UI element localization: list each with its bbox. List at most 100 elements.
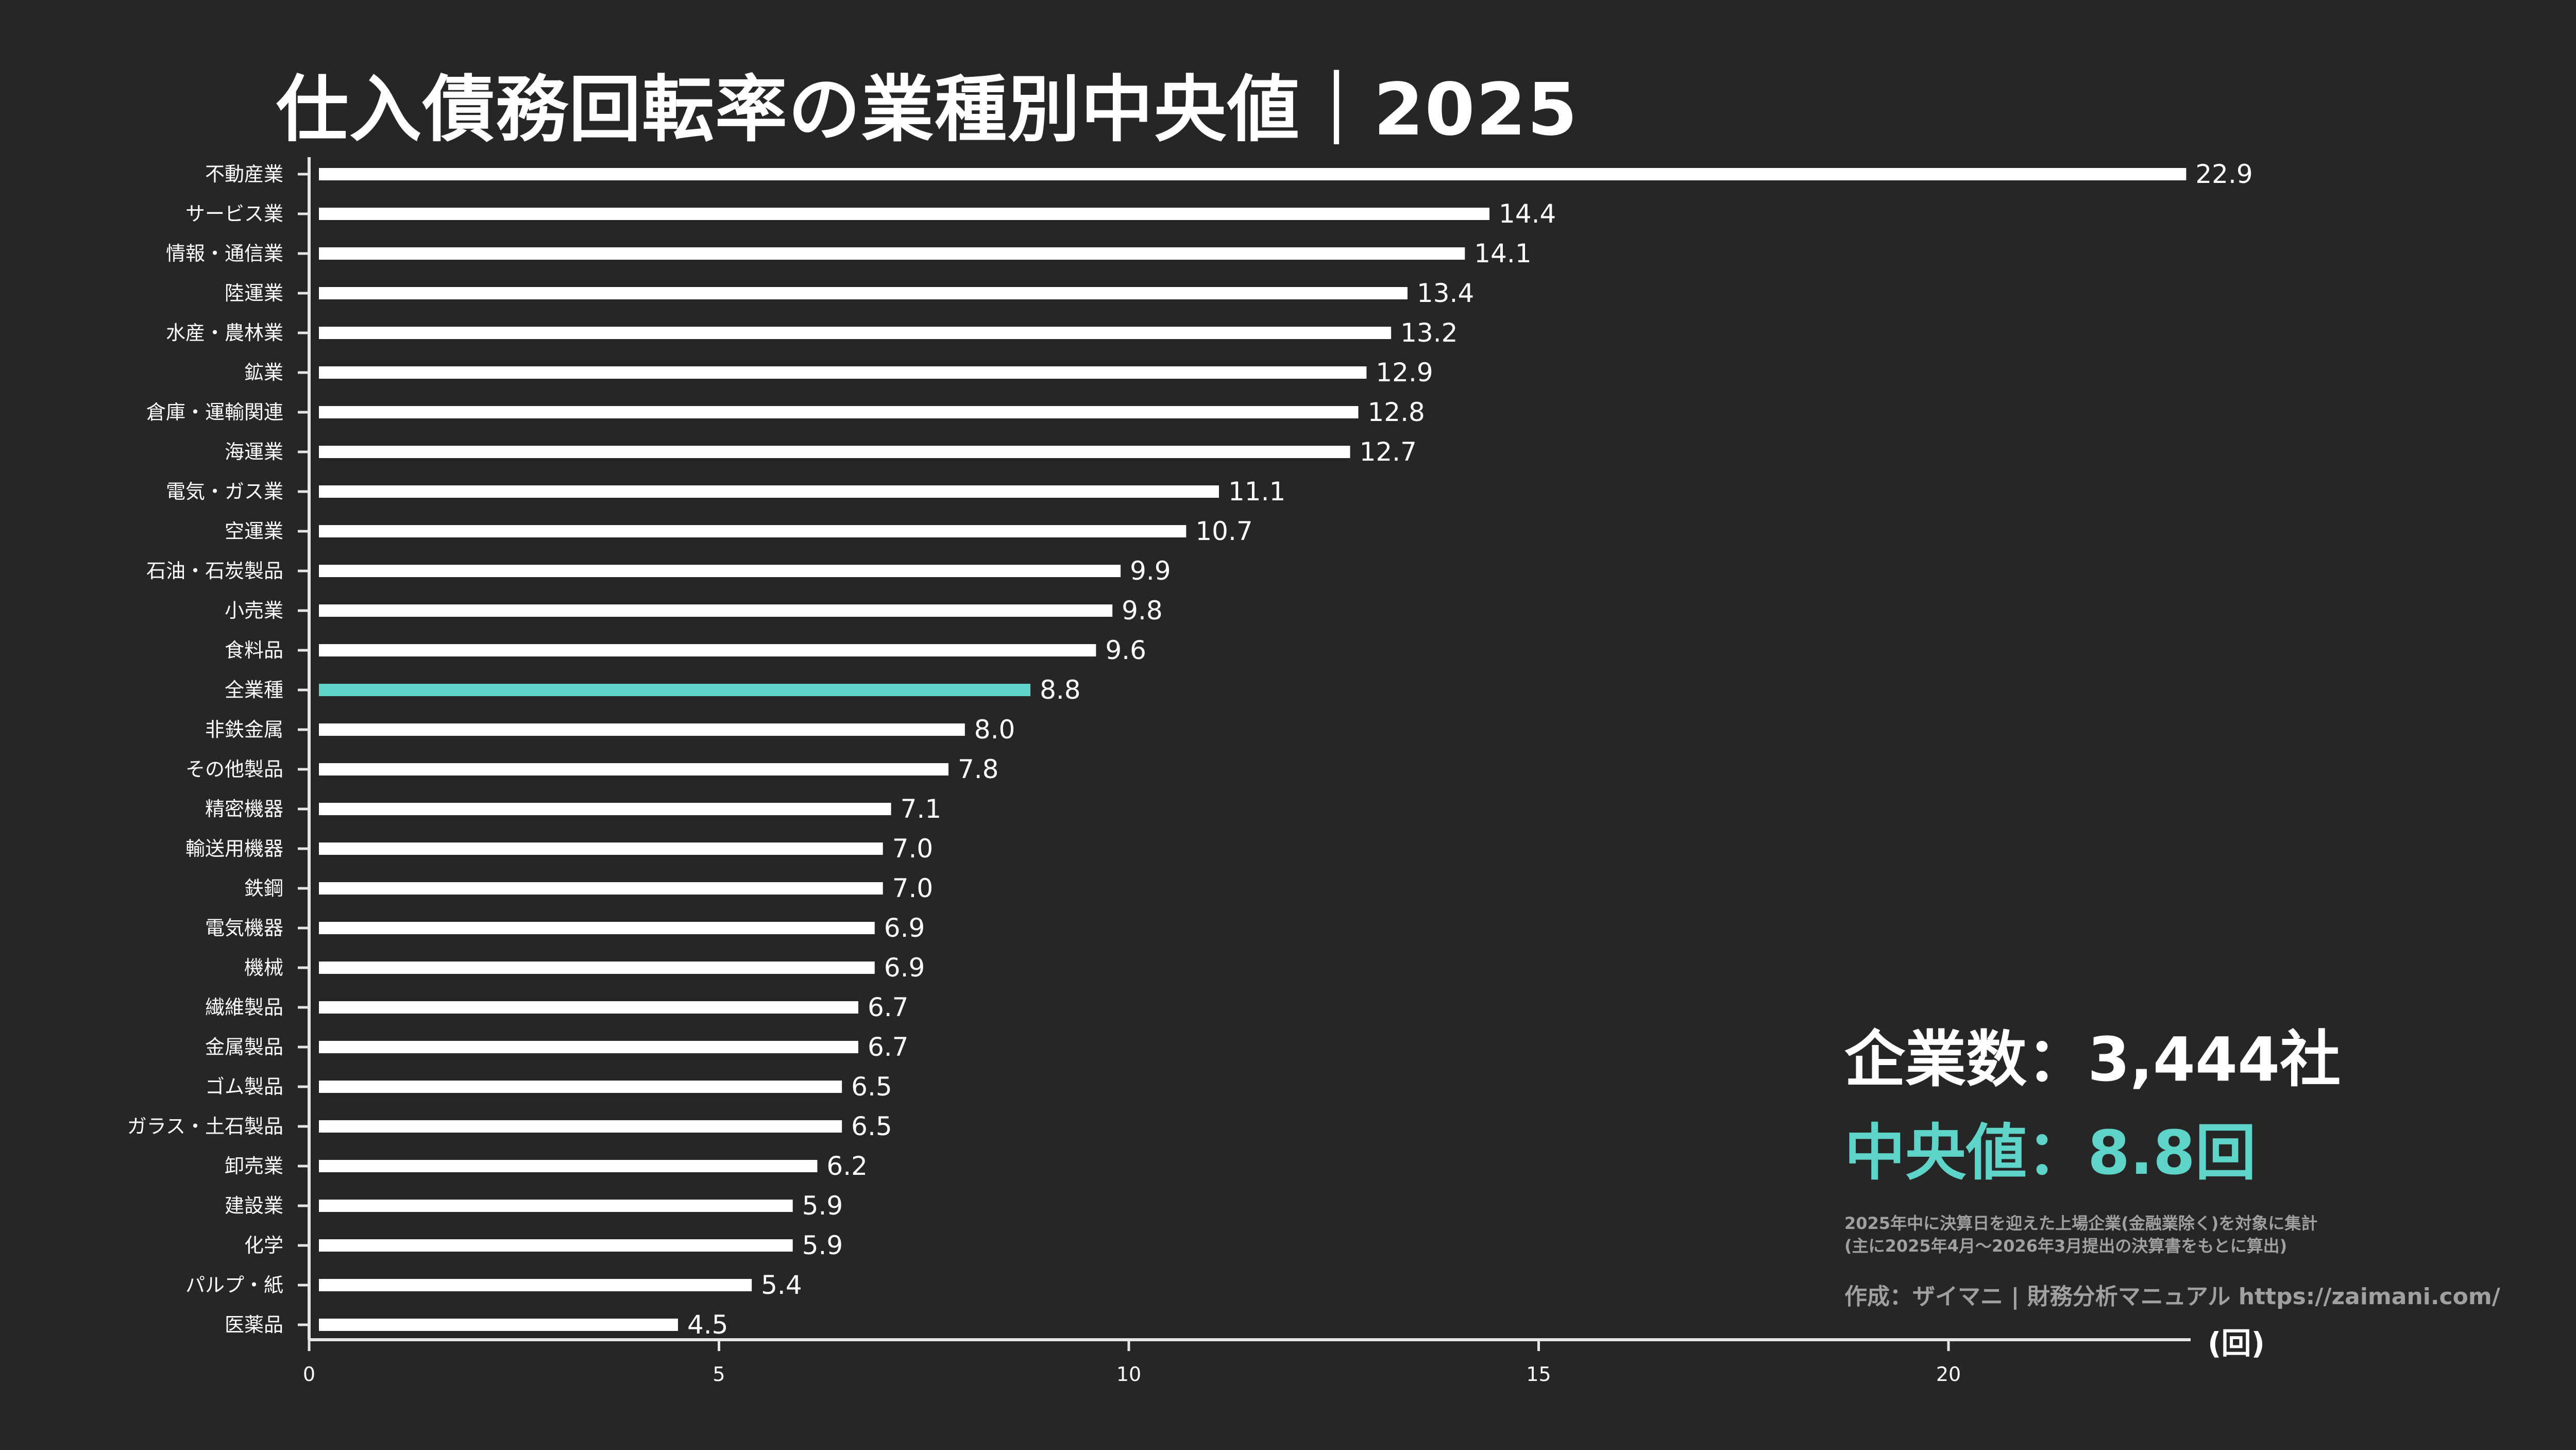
category-label: 化学 bbox=[244, 1234, 283, 1257]
category-label: パルプ・紙 bbox=[185, 1274, 283, 1296]
value-label: 13.2 bbox=[1400, 318, 1458, 348]
bar bbox=[319, 1160, 818, 1172]
value-label: 6.5 bbox=[851, 1072, 892, 1102]
bar bbox=[319, 1001, 858, 1014]
bar bbox=[319, 604, 1113, 617]
bar bbox=[319, 168, 2187, 180]
category-label: ゴム製品 bbox=[205, 1075, 283, 1098]
bar bbox=[319, 1200, 793, 1212]
x-tick-label: 10 bbox=[1116, 1363, 1141, 1386]
bar bbox=[319, 1279, 752, 1291]
bar bbox=[319, 287, 1408, 299]
chart-title: 仕入債務回転率の業種別中央値｜2025 bbox=[276, 68, 1579, 152]
bar bbox=[319, 842, 883, 855]
category-label: 非鉄金属 bbox=[205, 718, 283, 741]
bar bbox=[319, 922, 875, 934]
company-count: 企業数：3,444社 bbox=[1844, 1024, 2341, 1095]
category-label: 空運業 bbox=[225, 520, 283, 543]
x-tick-label: 20 bbox=[1936, 1363, 1961, 1386]
category-label: その他製品 bbox=[185, 758, 283, 781]
value-label: 14.4 bbox=[1499, 199, 1556, 229]
bar bbox=[319, 366, 1367, 379]
value-label: 7.1 bbox=[901, 794, 942, 824]
value-label: 14.1 bbox=[1474, 239, 1531, 268]
bar bbox=[319, 1319, 678, 1331]
value-label: 13.4 bbox=[1417, 278, 1474, 308]
category-label: 海運業 bbox=[225, 441, 283, 463]
category-label: 石油・石炭製品 bbox=[146, 560, 283, 582]
value-label: 22.9 bbox=[2195, 159, 2252, 189]
category-label: 鉱業 bbox=[244, 361, 283, 384]
category-label: 卸売業 bbox=[225, 1155, 283, 1177]
bar bbox=[319, 1041, 858, 1053]
bar bbox=[319, 1239, 793, 1252]
category-label: 食料品 bbox=[225, 639, 283, 662]
value-label: 6.5 bbox=[851, 1111, 892, 1141]
value-label: 6.9 bbox=[884, 913, 925, 943]
value-label: 7.8 bbox=[958, 754, 999, 784]
bar bbox=[319, 684, 1031, 696]
value-label: 8.0 bbox=[974, 715, 1015, 745]
value-label: 6.9 bbox=[884, 953, 925, 983]
value-label: 9.6 bbox=[1105, 635, 1146, 665]
bar bbox=[319, 525, 1187, 537]
category-label: 建設業 bbox=[225, 1194, 283, 1217]
category-label: 電気・ガス業 bbox=[166, 480, 283, 503]
value-label: 7.0 bbox=[892, 873, 934, 903]
category-label: 倉庫・運輸関連 bbox=[146, 401, 283, 424]
value-label: 6.7 bbox=[868, 992, 909, 1022]
x-tick-label: 15 bbox=[1526, 1363, 1551, 1386]
value-label: 5.9 bbox=[802, 1191, 843, 1221]
category-label: 繊維製品 bbox=[205, 996, 283, 1019]
bar bbox=[319, 485, 1219, 498]
median-value: 中央値：8.8回 bbox=[1844, 1117, 2257, 1188]
value-label: 12.7 bbox=[1360, 437, 1417, 467]
bar bbox=[319, 803, 891, 815]
value-label: 12.8 bbox=[1367, 397, 1425, 427]
note: 2025年中に決算日を迎えた上場企業(金融業除く)を対象に集計 (主に2025年… bbox=[1844, 1212, 2500, 1257]
bar bbox=[319, 882, 883, 895]
x-tick-label: 0 bbox=[303, 1363, 315, 1386]
bar bbox=[319, 565, 1121, 577]
bar bbox=[319, 446, 1350, 458]
value-label: 11.1 bbox=[1228, 477, 1285, 507]
summary-panel: 企業数：3,444社 中央値：8.8回 2025年中に決算日を迎えた上場企業(金… bbox=[1844, 1010, 2500, 1311]
category-label: 金属製品 bbox=[205, 1036, 283, 1058]
category-label: 水産・農林業 bbox=[166, 322, 283, 344]
category-label: サービス業 bbox=[185, 203, 283, 225]
category-label: 小売業 bbox=[225, 599, 283, 622]
category-label: 電気機器 bbox=[205, 917, 283, 939]
value-label: 10.7 bbox=[1195, 516, 1252, 546]
bar bbox=[319, 644, 1096, 656]
value-label: 6.2 bbox=[826, 1151, 868, 1181]
category-label: 全業種 bbox=[225, 679, 283, 701]
bar bbox=[319, 327, 1392, 339]
category-label: 鉄鋼 bbox=[244, 877, 283, 900]
bar bbox=[319, 208, 1490, 220]
category-label: 機械 bbox=[244, 956, 283, 979]
category-label: 不動産業 bbox=[205, 163, 283, 186]
bar bbox=[319, 1120, 842, 1133]
x-axis-label: (回) bbox=[2208, 1326, 2265, 1361]
category-label: 情報・通信業 bbox=[166, 242, 283, 265]
bar bbox=[319, 247, 1465, 260]
category-label: 陸運業 bbox=[225, 282, 283, 305]
category-label: 医薬品 bbox=[225, 1313, 283, 1336]
x-tick-label: 5 bbox=[713, 1363, 725, 1386]
bar bbox=[319, 962, 875, 974]
value-label: 12.9 bbox=[1376, 358, 1433, 387]
value-label: 8.8 bbox=[1040, 675, 1081, 705]
bar bbox=[319, 406, 1359, 418]
value-label: 9.8 bbox=[1122, 596, 1163, 626]
value-label: 6.7 bbox=[868, 1032, 909, 1062]
value-label: 7.0 bbox=[892, 834, 934, 864]
value-label: 9.9 bbox=[1130, 556, 1171, 586]
value-label: 5.4 bbox=[761, 1270, 802, 1300]
category-label: ガラス・土石製品 bbox=[127, 1115, 283, 1138]
bar bbox=[319, 1081, 842, 1093]
category-label: 輸送用機器 bbox=[185, 837, 283, 860]
value-label: 5.9 bbox=[802, 1230, 843, 1260]
category-label: 精密機器 bbox=[205, 798, 283, 820]
value-label: 4.5 bbox=[687, 1310, 728, 1340]
